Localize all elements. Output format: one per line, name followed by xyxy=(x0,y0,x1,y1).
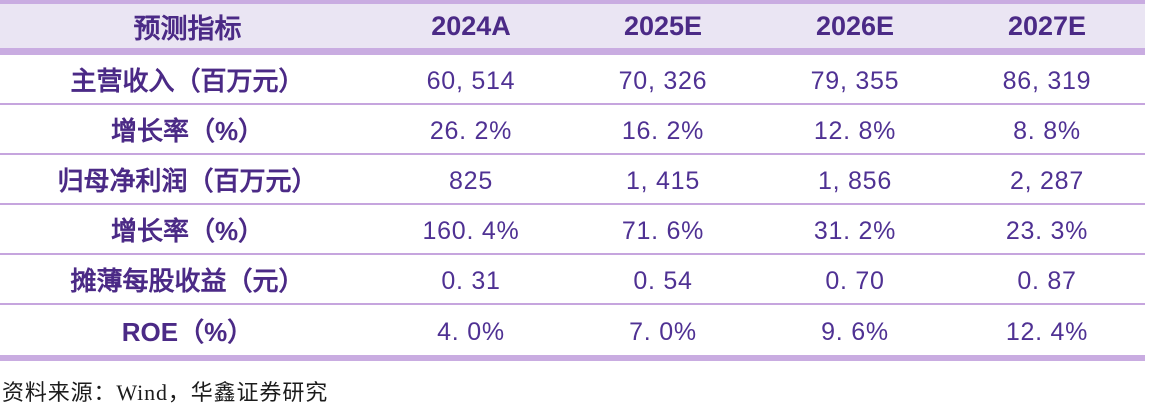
row-value: 26. 2% xyxy=(429,116,513,145)
row-value: 160. 4% xyxy=(422,216,520,245)
row-value: 71. 6% xyxy=(621,216,705,245)
row-value: 86, 319 xyxy=(1002,66,1092,95)
row-value: 70, 326 xyxy=(618,66,708,95)
header-row: 预测指标 2024A 2025E 2026E 2027E xyxy=(0,4,1145,55)
row-value: 0. 31 xyxy=(441,266,501,295)
row-value: 825 xyxy=(449,166,493,195)
row-value: 0. 54 xyxy=(633,266,693,295)
table-row-revenue-growth: 增长率（%） 26. 2% 16. 2% 12. 8% 8. 8% xyxy=(0,105,1145,155)
row-label: 增长率（%） xyxy=(110,215,265,246)
row-value: 9. 6% xyxy=(821,317,889,346)
header-year-2024a: 2024A xyxy=(431,10,511,41)
row-value: 12. 4% xyxy=(1005,317,1089,346)
row-label: 摊薄每股收益（元） xyxy=(70,265,305,296)
row-value: 0. 70 xyxy=(825,266,885,295)
table-row-revenue: 主营收入（百万元） 60, 514 70, 326 79, 355 86, 31… xyxy=(0,55,1145,105)
row-label: ROE（%） xyxy=(121,316,254,347)
header-year-2025e: 2025E xyxy=(623,10,703,41)
row-value: 0. 87 xyxy=(1017,266,1077,295)
forecast-table: 预测指标 2024A 2025E 2026E 2027E 主营收入（百万元） 6… xyxy=(0,0,1145,361)
row-value: 8. 8% xyxy=(1013,116,1081,145)
table-row-net-profit: 归母净利润（百万元） 825 1, 415 1, 856 2, 287 xyxy=(0,155,1145,205)
row-value: 2, 287 xyxy=(1009,166,1084,195)
row-label: 主营收入（百万元） xyxy=(70,65,305,96)
table-row-roe: ROE（%） 4. 0% 7. 0% 9. 6% 12. 4% xyxy=(0,305,1145,355)
table-row-diluted-eps: 摊薄每股收益（元） 0. 31 0. 54 0. 70 0. 87 xyxy=(0,255,1145,305)
row-value: 7. 0% xyxy=(629,317,697,346)
header-year-2027e: 2027E xyxy=(1007,10,1087,41)
row-value: 23. 3% xyxy=(1005,216,1089,245)
header-year-2026e: 2026E xyxy=(815,10,895,41)
table-row-profit-growth: 增长率（%） 160. 4% 71. 6% 31. 2% 23. 3% xyxy=(0,205,1145,255)
row-value: 1, 415 xyxy=(625,166,700,195)
row-label: 归母净利润（百万元） xyxy=(57,165,318,196)
row-label: 增长率（%） xyxy=(110,115,265,146)
row-value: 1, 856 xyxy=(817,166,892,195)
header-indicator-cell: 预测指标 xyxy=(133,13,242,44)
source-note: 资料来源：Wind，华鑫证券研究 xyxy=(2,380,329,405)
row-value: 60, 514 xyxy=(426,66,516,95)
row-value: 4. 0% xyxy=(437,317,505,346)
row-value: 12. 8% xyxy=(813,116,897,145)
row-value: 31. 2% xyxy=(813,216,897,245)
row-value: 16. 2% xyxy=(621,116,705,145)
row-value: 79, 355 xyxy=(810,66,900,95)
